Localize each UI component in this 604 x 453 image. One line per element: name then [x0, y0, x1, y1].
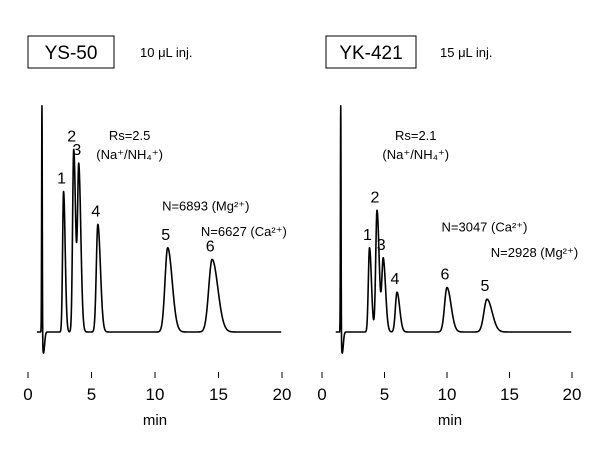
annotation: (Na⁺/NH₄⁺) [96, 147, 163, 162]
peak-label-1: 1 [57, 171, 66, 188]
peak-label-6: 6 [441, 267, 450, 284]
annotation: N=6627 (Ca²⁺) [201, 224, 287, 239]
x-tick-label: 5 [380, 385, 389, 404]
annotation: N=6893 (Mg²⁺) [162, 198, 249, 213]
annotation: Rs=2.5 [109, 128, 151, 143]
peak-label-2: 2 [67, 128, 76, 145]
peak-label-2: 2 [371, 189, 380, 206]
peak-label-1: 1 [363, 227, 372, 244]
injection-label: 10 μL inj. [140, 45, 193, 60]
x-tick-label: 15 [500, 385, 519, 404]
annotation: N=2928 (Mg²⁺) [491, 245, 578, 260]
peak-label-3: 3 [72, 142, 81, 159]
column-label-box [27, 35, 115, 69]
annotation: N=3047 (Ca²⁺) [442, 219, 528, 234]
annotation: (Na⁺/NH₄⁺) [382, 147, 449, 162]
x-tick-label: 15 [209, 385, 228, 404]
annotations: Rs=2.1 (Na⁺/NH₄⁺) N=3047 (Ca²⁺) N=2928 (Mg²… [382, 128, 578, 260]
annotation: Rs=2.1 [395, 128, 437, 143]
x-tick-label: 5 [87, 385, 96, 404]
x-axis-label: min [438, 412, 462, 429]
peak-label-6: 6 [206, 238, 215, 255]
column-label: YS-50 [45, 43, 98, 64]
annotations: Rs=2.5 (Na⁺/NH₄⁺) N=6893 (Mg²⁺) N=6627 (Ca²… [96, 128, 287, 239]
x-axis: 0 5 10 15 20 [317, 372, 581, 404]
x-axis-label: min [143, 412, 167, 429]
x-tick-label: 10 [438, 385, 457, 404]
x-tick-label: 10 [146, 385, 165, 404]
x-axis: 0 5 10 15 20 [23, 372, 291, 404]
x-tick-label: 0 [23, 385, 32, 404]
chromatogram-trace [36, 104, 282, 354]
x-tick-label: 0 [317, 385, 326, 404]
peak-labels: 1 2 34 6 5 [363, 189, 490, 295]
peak-label-5: 5 [481, 278, 490, 295]
peak-label-5: 5 [161, 227, 170, 244]
column-label-box [325, 35, 417, 69]
x-tick-label: 20 [563, 385, 582, 404]
injection-label: 15 μL inj. [440, 45, 493, 60]
panel-yk421: YK-421 15 μL inj. 1 2 34 6 5 Rs=2.1 (Na⁺/NH₄⁺… [317, 35, 581, 429]
peak-label-4: 4 [91, 203, 100, 220]
peak-label-4: 4 [391, 271, 400, 288]
chromatogram-trace [335, 104, 572, 354]
x-tick-label: 20 [273, 385, 292, 404]
column-label: YK-421 [339, 43, 402, 64]
peak-label-3: 3 [377, 237, 386, 254]
